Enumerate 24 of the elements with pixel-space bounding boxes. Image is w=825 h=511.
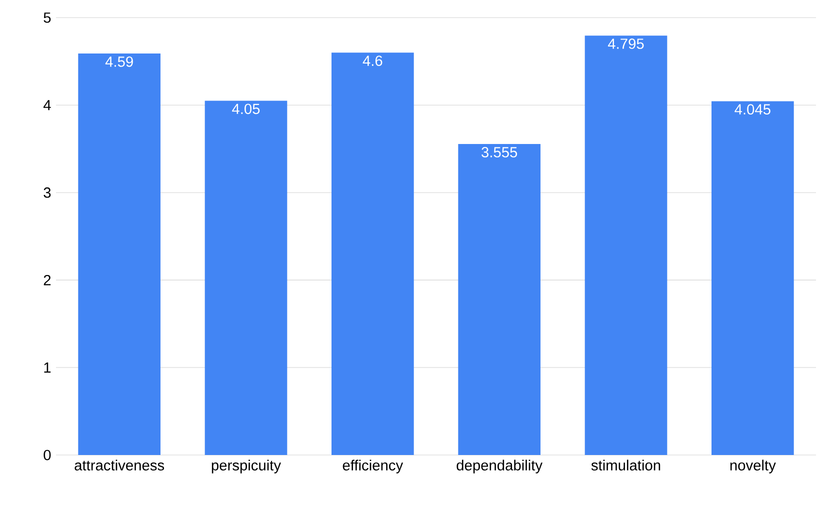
x-tick-label: attractiveness <box>74 460 164 470</box>
data-label: 4.59 <box>105 56 133 67</box>
bar <box>204 100 288 455</box>
data-label: 4.045 <box>734 104 770 115</box>
bar <box>332 52 414 455</box>
y-tick-label: 5 <box>44 12 51 23</box>
x-tick-label: dependability <box>456 460 542 474</box>
y-tick-label: 1 <box>44 362 51 373</box>
y-tick-label: 3 <box>44 187 51 198</box>
data-label: 4.05 <box>232 104 260 114</box>
y-tick-label: 4 <box>43 100 51 110</box>
data-label: 4.795 <box>608 38 644 49</box>
data-label: 4.6 <box>362 56 382 66</box>
bar <box>712 101 794 455</box>
x-tick-label: perspicuity <box>212 460 282 474</box>
y-tick-label: 0 <box>44 450 51 460</box>
data-label: 3.555 <box>482 147 518 158</box>
x-tick-label: novelty <box>730 460 776 474</box>
bar <box>458 144 540 455</box>
x-tick-label: efficiency <box>342 460 404 474</box>
y-tick-label: 2 <box>44 274 51 286</box>
bar <box>78 54 160 455</box>
bar <box>584 36 668 455</box>
x-tick-label: stimulation <box>591 460 660 470</box>
